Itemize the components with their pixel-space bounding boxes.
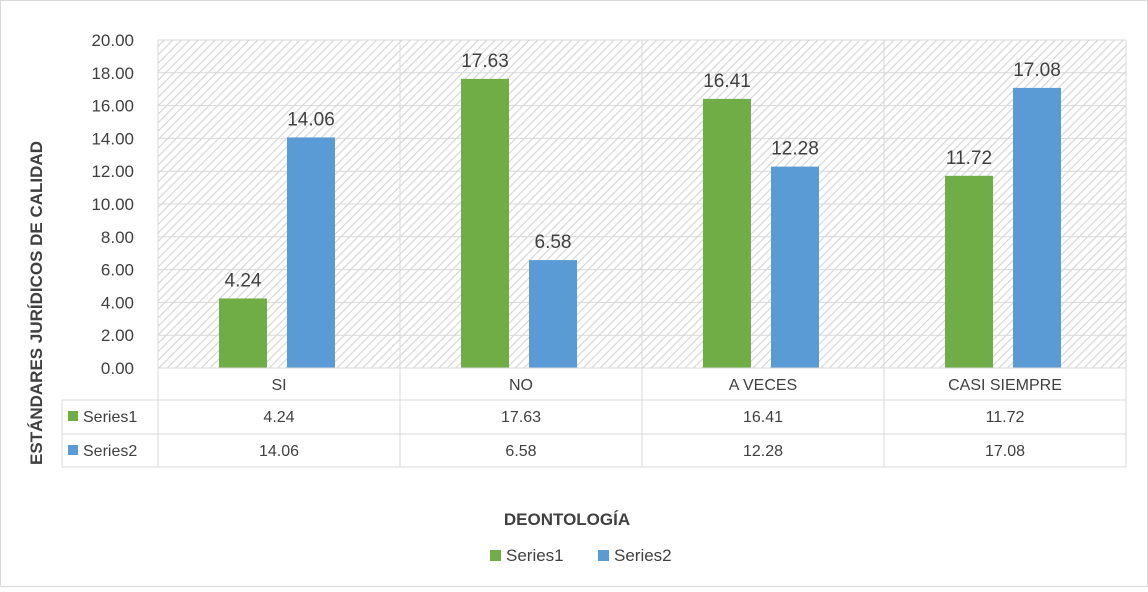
bar-value-label: 12.28 — [771, 139, 819, 160]
y-tick-label: 16.00 — [91, 97, 134, 116]
y-tick-label: 4.00 — [101, 293, 134, 312]
bar-series1-no — [461, 78, 509, 369]
y-axis-ticks: 0.00 2.00 4.00 6.00 8.00 10.00 12.00 14.00 16.00… — [91, 31, 134, 378]
table-value-cell: 12.28 — [743, 443, 783, 460]
table-legend-key — [68, 445, 78, 455]
bar-value-label: 6.58 — [535, 232, 572, 253]
table-value-cell: 17.08 — [985, 443, 1025, 460]
y-tick-label: 14.00 — [91, 129, 134, 148]
y-tick-label: 8.00 — [101, 228, 134, 247]
bar-value-label: 11.72 — [946, 148, 992, 169]
bar-series2-a-veces — [771, 166, 819, 368]
bar-series1-si — [219, 298, 267, 368]
bar-value-label: 14.06 — [287, 109, 335, 130]
bars — [219, 78, 1061, 369]
table-value-cell: 6.58 — [505, 443, 536, 460]
y-tick-label: 10.00 — [91, 195, 134, 214]
y-tick-label: 20.00 — [91, 31, 134, 50]
y-tick-label: 18.00 — [91, 64, 134, 83]
bar-value-label: 16.41 — [703, 71, 751, 92]
bar-series1-a-veces — [703, 98, 751, 368]
category-label: CASI SIEMPRE — [948, 377, 1062, 394]
table-value-cell: 11.72 — [986, 409, 1025, 426]
legend-entry: Series2 — [614, 546, 672, 565]
bar-series2-casi-siempre — [1013, 87, 1061, 368]
legend-entry: Series1 — [506, 546, 564, 565]
table-legend-key — [68, 411, 78, 421]
y-tick-label: 6.00 — [101, 261, 134, 280]
bar-value-label: 17.63 — [461, 51, 509, 72]
category-label: SI — [271, 377, 286, 394]
category-label: A VECES — [729, 377, 797, 394]
table-value-cell: 4.24 — [263, 409, 294, 426]
category-label: NO — [509, 377, 533, 394]
bar-value-label: 17.08 — [1013, 60, 1061, 81]
legend-swatch — [598, 550, 609, 561]
legend: Series1 Series2 — [490, 546, 672, 565]
x-axis-title: DEONTOLOGÍA — [504, 510, 630, 529]
bar-series1-casi-siempre — [945, 175, 993, 368]
table-value-cell: 14.06 — [259, 443, 299, 460]
bar-series2-si — [287, 137, 335, 368]
y-tick-label: 12.00 — [91, 162, 134, 181]
bar-value-label: 4.24 — [225, 270, 262, 291]
table-series-name: Series2 — [83, 443, 137, 460]
table-value-cell: 17.63 — [501, 409, 541, 426]
table-value-cell: 16.41 — [743, 409, 783, 426]
data-table: SI NO A VECES CASI SIEMPRE Series1 4.24 17.63 1… — [61, 40, 1127, 468]
y-axis-title: ESTÁNDARES JURÍDICOS DE CALIDAD — [27, 141, 46, 465]
bar-series2-no — [529, 260, 577, 368]
y-tick-label: 2.00 — [101, 326, 134, 345]
table-series-name: Series1 — [83, 409, 137, 426]
data-labels: 4.24 14.06 17.63 6.58 16.41 12.28 11.72 17.08 — [225, 51, 1061, 292]
legend-swatch — [490, 550, 501, 561]
y-tick-label: 0.00 — [101, 359, 134, 378]
